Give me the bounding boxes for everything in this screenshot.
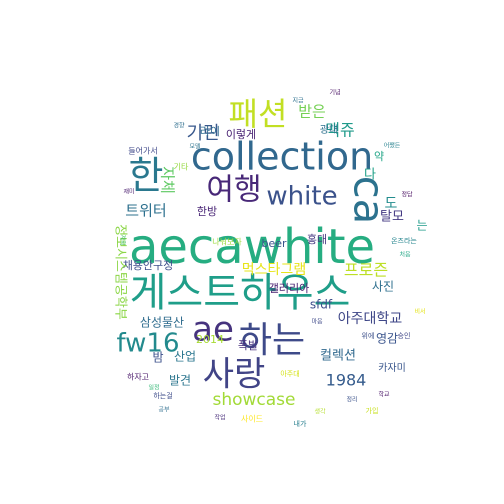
cloud-word: 자체 [159,166,177,194]
cloud-word: 나눠보자 [212,237,242,247]
cloud-word: 컬렉션 [320,349,356,364]
cloud-word: 발견 [169,374,191,388]
cloud-word: 한방 [197,205,217,218]
cloud-word: white [266,182,337,212]
cloud-word: sfdf [310,298,333,312]
cloud-word: 하는 [239,320,305,361]
cloud-word: fw16 [116,329,179,359]
cloud-word: 탈모 [380,210,404,225]
cloud-word: 사랑 [203,355,266,395]
cloud-word: 작업 [214,414,225,422]
cloud-word: beer [261,237,287,250]
cloud-word: 생각 [314,408,326,416]
cloud-word: 정리 [346,396,357,404]
cloud-word: 재미 [123,188,134,196]
cloud-word: 아주대 [280,369,299,378]
cloud-word: 는 [416,219,427,233]
cloud-word: ae [192,310,234,350]
cloud-word: 하는걸 [153,391,172,400]
cloud-word: 위에 [362,331,375,340]
cloud-word: 받은 [298,103,326,121]
cloud-word: ca [345,176,394,225]
cloud-word: 사이드 [241,414,263,424]
cloud-word: 처음 [399,251,411,259]
cloud-word: 삼성물산 [140,316,184,330]
cloud-word: 기타 [174,163,189,172]
cloud-word: 다 [364,168,376,183]
cloud-word: 2014 [196,333,224,346]
cloud-word: 갤러리아 [269,282,309,295]
cloud-word: 승인 [398,331,411,340]
cloud-word: 패션 [229,95,288,133]
cloud-word: 학교 [378,391,390,399]
cloud-word: 맥쥬 [325,121,354,140]
cloud-word: 카자미 [378,362,406,374]
cloud-word: 비서 [414,308,425,316]
cloud-word: 여행 [206,173,261,208]
cloud-word: 하자고 [127,372,149,382]
cloud-word: 광대 [320,124,338,136]
cloud-word: 영감 [376,332,398,346]
cloud-word: 들어가서 [128,146,157,156]
cloud-word: 1984 [326,371,367,390]
cloud-word: 트위터 [125,202,166,220]
cloud-word: 가입 [366,406,379,415]
cloud-word: 온즈라는 [391,236,417,245]
cloud-word: 모델 [189,143,201,151]
cloud-word: 계획 [119,234,127,245]
cloud-word: aecawhite [129,219,375,275]
cloud-word: 지금 [292,97,304,105]
cloud-word: 정답 [401,192,413,199]
cloud-word: 약 [374,149,384,163]
cloud-word: collection [191,135,373,179]
cloud-word: 홍대 [307,232,327,246]
cloud-word: 사진 [372,280,394,294]
cloud-word: 먹스타그램 [242,262,306,278]
cloud-word: 이렇게 [226,128,256,141]
cloud-word: 채용안구정 [123,259,174,272]
cloud-word: 라이 [200,125,220,138]
cloud-word: 밤 [152,351,163,365]
cloud-word: 일정 [148,384,159,392]
cloud-word: 한 [129,154,164,198]
cloud-word: showcase [212,390,295,410]
cloud-word: 기념 [329,89,340,97]
cloud-word: 아주대학교 [338,311,403,327]
cloud-word: 공부 [158,407,170,414]
cloud-word: 경향 [173,122,185,130]
cloud-word: 프로즌 [344,261,388,280]
cloud-word: 마음 [311,318,323,326]
cloud-word: 기린 [186,123,219,144]
cloud-word: 정보시스템공학부 [113,224,128,320]
cloud-word: 산업 [174,350,196,364]
cloud-word: 어쨌든 [384,142,401,150]
cloud-word: 폭발 [238,339,258,352]
cloud-word: 도 [385,196,398,212]
cloud-word: 게스트하우스 [130,270,351,316]
cloud-word: 내가 [294,419,307,428]
